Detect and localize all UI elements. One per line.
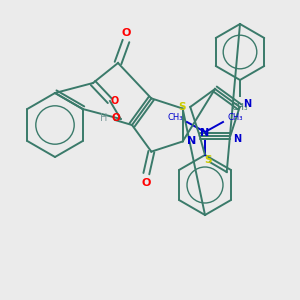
Text: N: N — [233, 134, 242, 144]
Text: S: S — [178, 102, 185, 112]
Text: O: O — [112, 113, 120, 123]
Text: CH₃: CH₃ — [232, 103, 248, 112]
Text: O: O — [142, 178, 151, 188]
Text: O: O — [111, 96, 119, 106]
Text: O: O — [121, 28, 131, 38]
Text: CH₃: CH₃ — [167, 113, 183, 122]
Text: N: N — [187, 136, 196, 146]
Text: H: H — [100, 113, 107, 123]
Text: N: N — [243, 99, 251, 109]
Text: S: S — [204, 155, 212, 165]
Text: N: N — [200, 128, 210, 138]
Text: CH₃: CH₃ — [227, 113, 242, 122]
